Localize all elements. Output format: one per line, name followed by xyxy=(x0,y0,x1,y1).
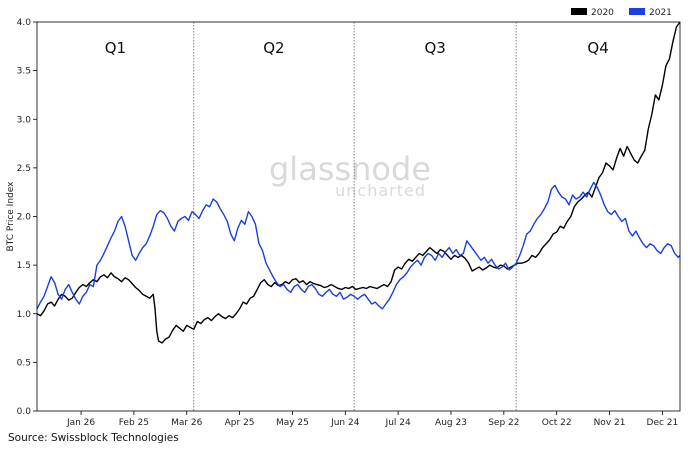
series-line-2020 xyxy=(36,21,681,344)
x-tick-label: Oct 22 xyxy=(542,418,572,428)
y-tick-label: 0.5 xyxy=(17,358,31,368)
y-tick-label: 2.0 xyxy=(17,213,32,223)
y-axis-title: BTC Price Index xyxy=(6,181,16,252)
x-tick-label: Dec 21 xyxy=(647,418,679,428)
y-tick-label: 3.0 xyxy=(17,115,32,125)
x-tick-label: Nov 21 xyxy=(594,418,626,428)
y-tick-label: 1.5 xyxy=(17,261,31,271)
watermark-main-text: glassnode xyxy=(269,150,431,188)
y-tick-label: 2.5 xyxy=(17,164,31,174)
watermark-sub-text: uncharted xyxy=(335,181,426,200)
source-caption: Source: Swissblock Technologies xyxy=(8,432,179,444)
watermark: glassnode uncharted xyxy=(269,150,431,200)
plot-frame xyxy=(36,21,681,412)
series-line-2021 xyxy=(36,181,681,310)
quarter-dividers xyxy=(193,22,517,411)
quarter-label: Q2 xyxy=(263,39,284,57)
x-tick-label: Sep 22 xyxy=(488,418,519,428)
x-tick-label: Mar 26 xyxy=(171,418,203,428)
quarter-labels: Q1 Q2 Q3 Q4 xyxy=(105,39,609,57)
x-tick-label: Jun 24 xyxy=(330,418,360,428)
legend-swatch-2021 xyxy=(629,8,645,15)
legend-label-2021: 2021 xyxy=(649,8,672,18)
quarter-label: Q4 xyxy=(587,39,608,57)
legend-swatch-2020 xyxy=(571,8,587,15)
series-lines xyxy=(36,21,681,344)
x-tick-label: Aug 23 xyxy=(435,418,467,428)
x-tick-label: Jan 26 xyxy=(66,418,95,428)
legend-label-2020: 2020 xyxy=(591,8,614,18)
y-tick-label: 3.5 xyxy=(17,67,31,77)
y-tick-label: 1.0 xyxy=(17,310,32,320)
x-tick-label: Jul 24 xyxy=(385,418,411,428)
y-axis: 0.0 0.5 1.0 1.5 2.0 2.5 3.0 3.5 4.0 xyxy=(17,18,37,417)
x-tick-label: Feb 25 xyxy=(119,418,149,428)
legend: 2020 2021 xyxy=(571,8,672,18)
y-tick-label: 0.0 xyxy=(17,407,32,417)
x-tick-label: May 25 xyxy=(276,418,309,428)
x-axis: Jan 26 Feb 25 Mar 26 Apr 25 May 25 Jun 24 Jul … xyxy=(66,411,678,428)
quarter-label: Q3 xyxy=(424,39,445,57)
x-tick-label: Apr 25 xyxy=(225,418,255,428)
quarter-label: Q1 xyxy=(105,39,126,57)
y-tick-label: 4.0 xyxy=(17,18,32,28)
